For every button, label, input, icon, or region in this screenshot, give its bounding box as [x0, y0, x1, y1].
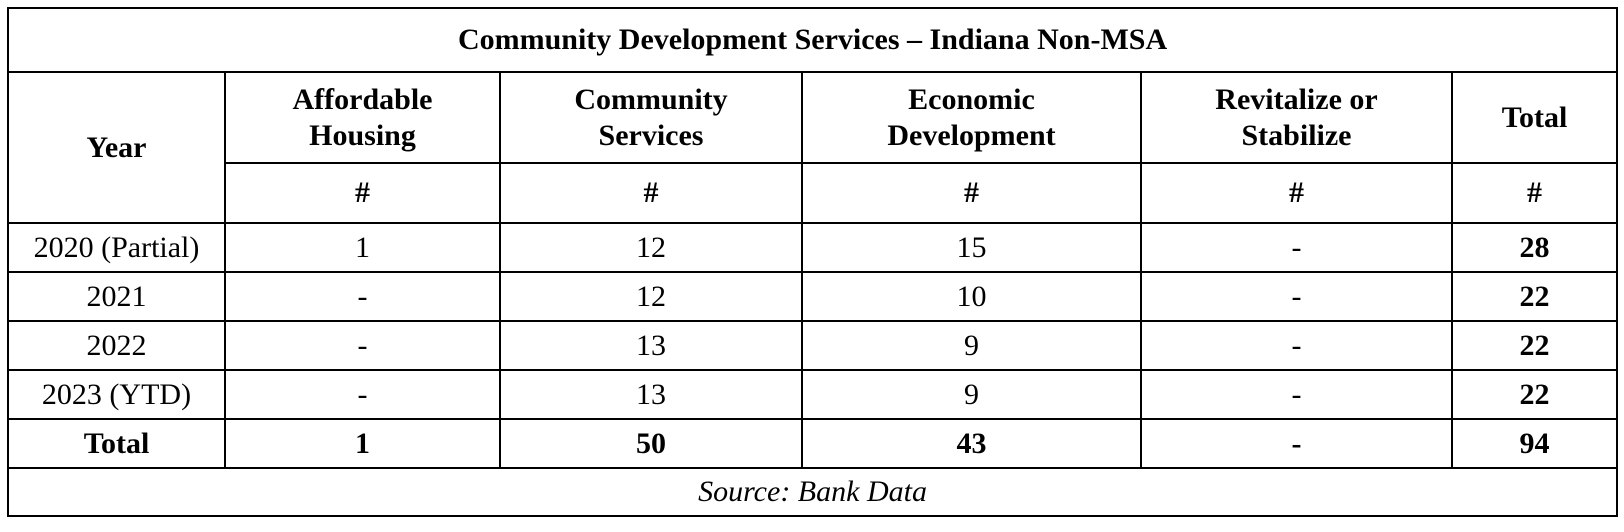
value-cell: 12	[499, 271, 803, 322]
row-total-cell: 22	[1450, 271, 1619, 322]
header-line: Economic	[908, 82, 1035, 116]
year-cell: 2020 (Partial)	[7, 222, 226, 273]
table-row: 2023 (YTD) - 13 9 - 22	[7, 369, 1619, 420]
source-row: Source: Bank Data	[6, 467, 1619, 517]
table-title: Community Development Services – Indiana…	[6, 7, 1619, 73]
row-total-cell: 22	[1450, 369, 1619, 420]
table-row: 2022 - 13 9 - 22	[7, 320, 1619, 371]
grand-total-cell: 94	[1450, 418, 1619, 469]
value-cell: 12	[499, 222, 803, 273]
value-cell: -	[224, 320, 501, 371]
column-header-row: Year Affordable Housing Community Servic…	[7, 71, 1619, 224]
totals-row: Total 1 50 43 - 94	[7, 418, 1619, 469]
total-value-cell: 1	[224, 418, 501, 469]
value-cell: 15	[801, 222, 1142, 273]
unit-cell: #	[224, 162, 501, 224]
unit-cell: #	[801, 162, 1142, 224]
header-line: Affordable	[292, 82, 433, 116]
value-cell: -	[224, 271, 501, 322]
unit-row: # # # # #	[8, 162, 1619, 224]
unit-cell: #	[499, 162, 803, 224]
row-total-cell: 28	[1450, 222, 1619, 273]
total-value-cell: -	[1140, 418, 1453, 469]
total-value-cell: 50	[499, 418, 803, 469]
year-header: Year	[7, 71, 226, 224]
table-row: 2021 - 12 10 - 22	[7, 271, 1619, 322]
header-revitalize-stabilize: Revitalize or Stabilize	[1140, 71, 1453, 164]
year-cell: 2021	[7, 271, 226, 322]
header-line: Revitalize or	[1215, 82, 1378, 116]
header-line: Services	[598, 118, 704, 152]
value-cell: -	[1140, 369, 1453, 420]
unit-cell: #	[1140, 162, 1453, 224]
header-line: Community	[574, 82, 728, 116]
header-economic-development: Economic Development	[801, 71, 1142, 164]
value-cell: -	[224, 369, 501, 420]
year-cell: 2023 (YTD)	[7, 369, 226, 420]
total-value-cell: 43	[801, 418, 1142, 469]
table-row: 2020 (Partial) 1 12 15 - 28	[7, 222, 1619, 273]
value-cell: 9	[801, 320, 1142, 371]
totals-label: Total	[7, 418, 226, 469]
row-total-cell: 22	[1450, 320, 1619, 371]
value-cell: 10	[801, 271, 1142, 322]
table-title-row: Community Development Services – Indiana…	[6, 7, 1619, 73]
header-line: Housing	[309, 118, 416, 152]
value-cell: -	[1140, 320, 1453, 371]
cd-services-table: Community Development Services – Indiana…	[6, 7, 1619, 517]
value-cell: 13	[499, 320, 803, 371]
unit-cell: #	[1450, 162, 1619, 224]
header-affordable-housing: Affordable Housing	[224, 71, 501, 164]
header-line: Stabilize	[1241, 118, 1352, 152]
value-cell: -	[1140, 271, 1453, 322]
value-cell: 13	[499, 369, 803, 420]
year-cell: 2022	[7, 320, 226, 371]
header-community-services: Community Services	[499, 71, 803, 164]
header-line: Development	[887, 118, 1056, 152]
value-cell: -	[1140, 222, 1453, 273]
header-total: Total	[1450, 71, 1619, 164]
value-cell: 1	[224, 222, 501, 273]
value-cell: 9	[801, 369, 1142, 420]
source-note: Source: Bank Data	[6, 467, 1619, 517]
